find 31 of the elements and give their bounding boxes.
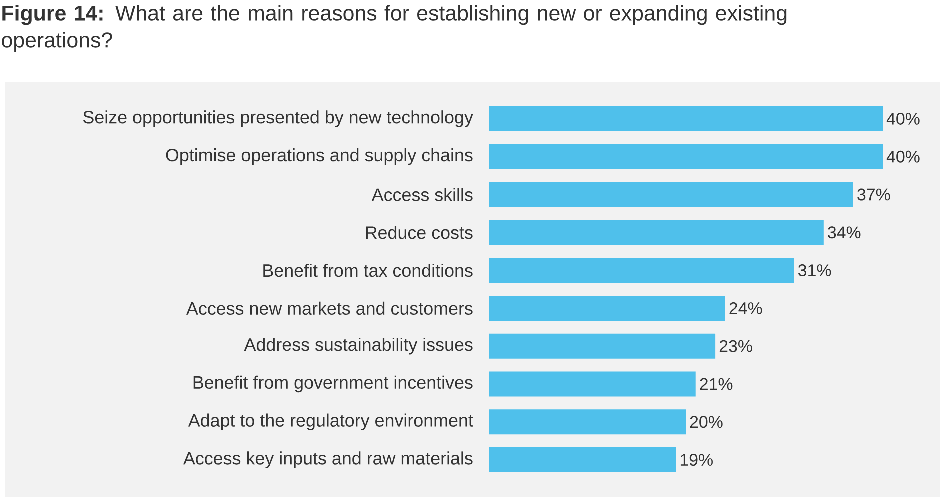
data-label: 31% [798,264,832,277]
bar [489,106,884,132]
y-tick-label: Seize opportunities presented by new technology [84,110,474,128]
chart-title: Figure 14: What are the main reasons for establishing new or expanding existing operations? [2,5,787,52]
bar [489,372,696,397]
data-label: 24% [730,302,762,314]
data-label: 40% [886,150,920,163]
data-label: 19% [680,454,713,466]
y-tick-label: Reduce costs [366,226,473,240]
y-tick-label: Adapt to the regulatory environment [188,414,474,431]
bar [489,144,884,170]
y-tick-label: Address sustainability issues [244,338,473,355]
y-tick-label: Access new markets and customers [186,302,473,316]
data-label: 34% [828,226,861,239]
y-tick-label: Benefit from tax conditions [264,264,473,278]
data-label: 20% [690,416,723,428]
data-label: 21% [700,378,733,390]
data-label: 23% [720,340,752,352]
bar [489,334,716,359]
bar [489,448,676,473]
bar [489,410,686,435]
y-tick-label: Access skills [372,188,473,202]
bar [489,182,854,208]
data-label: 40% [886,112,920,125]
data-label: 37% [858,188,890,201]
bar [489,220,824,246]
y-tick-label: Access key inputs and raw materials [183,452,473,468]
y-tick-label: Optimise operations and supply chains [166,148,473,166]
bar [489,296,726,321]
y-tick-label: Benefit from government incentives [194,376,473,393]
bar [489,258,794,284]
